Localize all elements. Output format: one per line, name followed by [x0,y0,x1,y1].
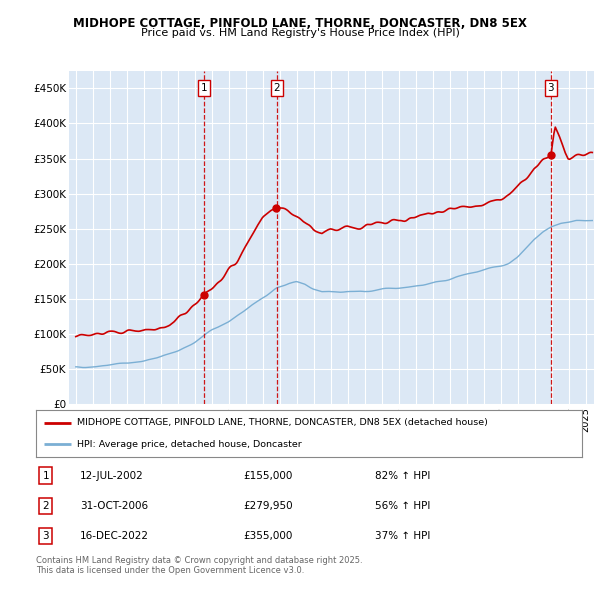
Text: 37% ↑ HPI: 37% ↑ HPI [374,531,430,541]
Text: Contains HM Land Registry data © Crown copyright and database right 2025.
This d: Contains HM Land Registry data © Crown c… [36,556,362,575]
Text: MIDHOPE COTTAGE, PINFOLD LANE, THORNE, DONCASTER, DN8 5EX: MIDHOPE COTTAGE, PINFOLD LANE, THORNE, D… [73,17,527,30]
Text: £355,000: £355,000 [244,531,293,541]
Text: 2: 2 [43,501,49,511]
Text: £155,000: £155,000 [244,471,293,481]
Text: 1: 1 [200,83,207,93]
Text: 1: 1 [43,471,49,481]
Text: MIDHOPE COTTAGE, PINFOLD LANE, THORNE, DONCASTER, DN8 5EX (detached house): MIDHOPE COTTAGE, PINFOLD LANE, THORNE, D… [77,418,488,427]
Text: 3: 3 [548,83,554,93]
Text: HPI: Average price, detached house, Doncaster: HPI: Average price, detached house, Donc… [77,440,302,448]
Text: 3: 3 [43,531,49,541]
Text: 56% ↑ HPI: 56% ↑ HPI [374,501,430,511]
Text: £279,950: £279,950 [244,501,293,511]
Text: 16-DEC-2022: 16-DEC-2022 [80,531,149,541]
Text: 2: 2 [274,83,280,93]
Text: Price paid vs. HM Land Registry's House Price Index (HPI): Price paid vs. HM Land Registry's House … [140,28,460,38]
Text: 82% ↑ HPI: 82% ↑ HPI [374,471,430,481]
Text: 12-JUL-2002: 12-JUL-2002 [80,471,143,481]
Text: 31-OCT-2006: 31-OCT-2006 [80,501,148,511]
